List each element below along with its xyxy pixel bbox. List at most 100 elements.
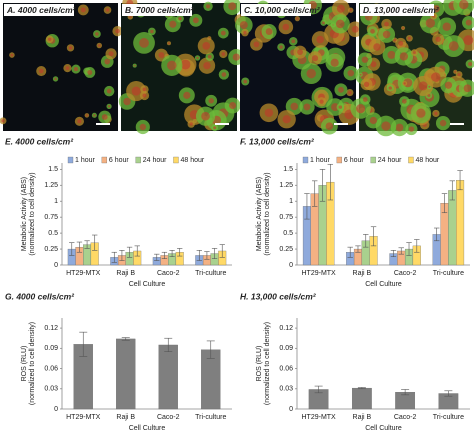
cell-nucleus bbox=[87, 70, 93, 75]
legend-label: 48 hour bbox=[180, 157, 204, 164]
cell-nucleus bbox=[264, 108, 274, 117]
y-tick-label: 1 bbox=[54, 198, 58, 205]
x-tick-label: Raji B bbox=[116, 414, 135, 421]
cell-nucleus bbox=[1, 119, 5, 123]
cell-nucleus bbox=[306, 68, 316, 79]
cell-nucleus bbox=[399, 52, 409, 61]
y-tick-label: 0.5 bbox=[283, 230, 293, 237]
legend-label: 1 hour bbox=[75, 157, 96, 164]
cell-nucleus bbox=[201, 111, 210, 121]
y-axis-label: Metabolic Activity (ABS) bbox=[21, 177, 28, 251]
y-tick-label: 0.06 bbox=[279, 365, 293, 372]
cell-nucleus bbox=[361, 56, 369, 63]
cell-nucleus bbox=[338, 86, 344, 93]
cell-nucleus bbox=[369, 116, 378, 125]
cell-nucleus bbox=[387, 50, 396, 59]
cell-nucleus bbox=[105, 8, 110, 12]
cell-nucleus bbox=[104, 58, 111, 65]
x-tick-label: Caco-2 bbox=[394, 414, 417, 421]
x-axis-label: Cell Culture bbox=[129, 425, 166, 432]
cell-nucleus bbox=[468, 61, 473, 67]
cell-nucleus bbox=[403, 82, 406, 85]
cell-nucleus bbox=[106, 88, 112, 94]
error-bar bbox=[312, 180, 318, 207]
legend-label: 48 hour bbox=[415, 157, 439, 164]
cell-nucleus bbox=[68, 46, 73, 50]
y-tick-label: 0.75 bbox=[279, 214, 293, 221]
cell-nucleus bbox=[418, 81, 428, 91]
bar bbox=[116, 338, 136, 410]
cell-nucleus bbox=[381, 121, 391, 131]
y-axis-label: ROS (RLU) bbox=[256, 346, 263, 382]
x-tick-label: HT29-MTX bbox=[66, 270, 101, 277]
legend-label: 6 hour bbox=[344, 157, 365, 164]
cell-image: B. 7000 cells/cm² bbox=[118, 0, 245, 135]
x-axis-label: Cell Culture bbox=[129, 281, 166, 288]
cell-nucleus bbox=[93, 114, 96, 117]
cell-nucleus bbox=[316, 35, 324, 44]
cell-nucleus bbox=[158, 52, 165, 59]
cell-nucleus bbox=[416, 108, 426, 118]
cell-nucleus bbox=[80, 7, 86, 13]
cell-nucleus bbox=[319, 99, 324, 104]
cell-nucleus bbox=[47, 37, 52, 42]
cell-nucleus bbox=[131, 86, 141, 96]
y-tick-label: 0 bbox=[289, 406, 293, 413]
bar bbox=[448, 190, 457, 266]
cell-nucleus bbox=[388, 86, 392, 90]
error-bar bbox=[134, 245, 140, 257]
error-bar bbox=[164, 337, 173, 353]
error-bar bbox=[169, 250, 175, 258]
error-bar bbox=[314, 385, 323, 394]
cell-nucleus bbox=[330, 58, 339, 67]
panel-label-box bbox=[4, 4, 74, 16]
cell-nucleus bbox=[189, 122, 193, 126]
cell-nucleus bbox=[95, 32, 99, 36]
error-bar bbox=[177, 248, 183, 257]
image-background bbox=[3, 3, 118, 131]
chart-title: F. 13,000 cells/cm² bbox=[240, 136, 315, 146]
cell-nucleus bbox=[253, 41, 260, 48]
legend-label: 24 hour bbox=[143, 157, 167, 164]
error-bar bbox=[154, 253, 160, 261]
y-tick-label: 0.12 bbox=[44, 325, 58, 332]
cell-nucleus bbox=[463, 84, 472, 93]
cell-nucleus bbox=[108, 51, 114, 57]
y-tick-label: 0 bbox=[289, 262, 293, 269]
cell-nucleus bbox=[150, 29, 154, 34]
error-bar bbox=[111, 251, 117, 263]
x-tick-label: Caco-2 bbox=[394, 270, 417, 277]
x-tick-label: Tri-culture bbox=[195, 270, 226, 277]
cell-nucleus bbox=[169, 20, 177, 28]
y-tick-label: 0.5 bbox=[48, 230, 58, 237]
cell-image: A. 4000 cells/cm² bbox=[0, 3, 123, 131]
cell-nucleus bbox=[98, 44, 101, 47]
cell-nucleus bbox=[349, 9, 352, 12]
cell-nucleus bbox=[142, 87, 147, 92]
cell-nucleus bbox=[425, 18, 436, 28]
y-tick-label: 0.03 bbox=[44, 386, 58, 393]
legend-swatch bbox=[101, 156, 108, 164]
y-tick-label: 1.5 bbox=[48, 166, 58, 173]
cell-nucleus bbox=[229, 101, 237, 110]
panel-label-box bbox=[122, 4, 192, 16]
cell-nucleus bbox=[335, 19, 345, 29]
cell-nucleus bbox=[202, 42, 211, 50]
cell-nucleus bbox=[291, 39, 296, 44]
cell-nucleus bbox=[203, 61, 211, 70]
cell-nucleus bbox=[77, 119, 82, 124]
error-bar bbox=[196, 250, 202, 261]
error-bar bbox=[355, 245, 361, 253]
y-tick-label: 1.5 bbox=[283, 166, 293, 173]
cell-nucleus bbox=[139, 123, 147, 131]
legend-swatch bbox=[302, 156, 309, 164]
cell-nucleus bbox=[123, 97, 131, 106]
cell-nucleus bbox=[232, 53, 240, 61]
error-bar bbox=[119, 250, 125, 261]
y-axis-label: Metabolic Activity (ABS) bbox=[256, 177, 263, 251]
legend-swatch bbox=[67, 156, 74, 164]
cell-nucleus bbox=[359, 73, 362, 76]
error-bar bbox=[206, 340, 215, 359]
chart-title: G. 4000 cells/cm² bbox=[5, 291, 75, 301]
y-tick-label: 0.09 bbox=[44, 345, 58, 352]
